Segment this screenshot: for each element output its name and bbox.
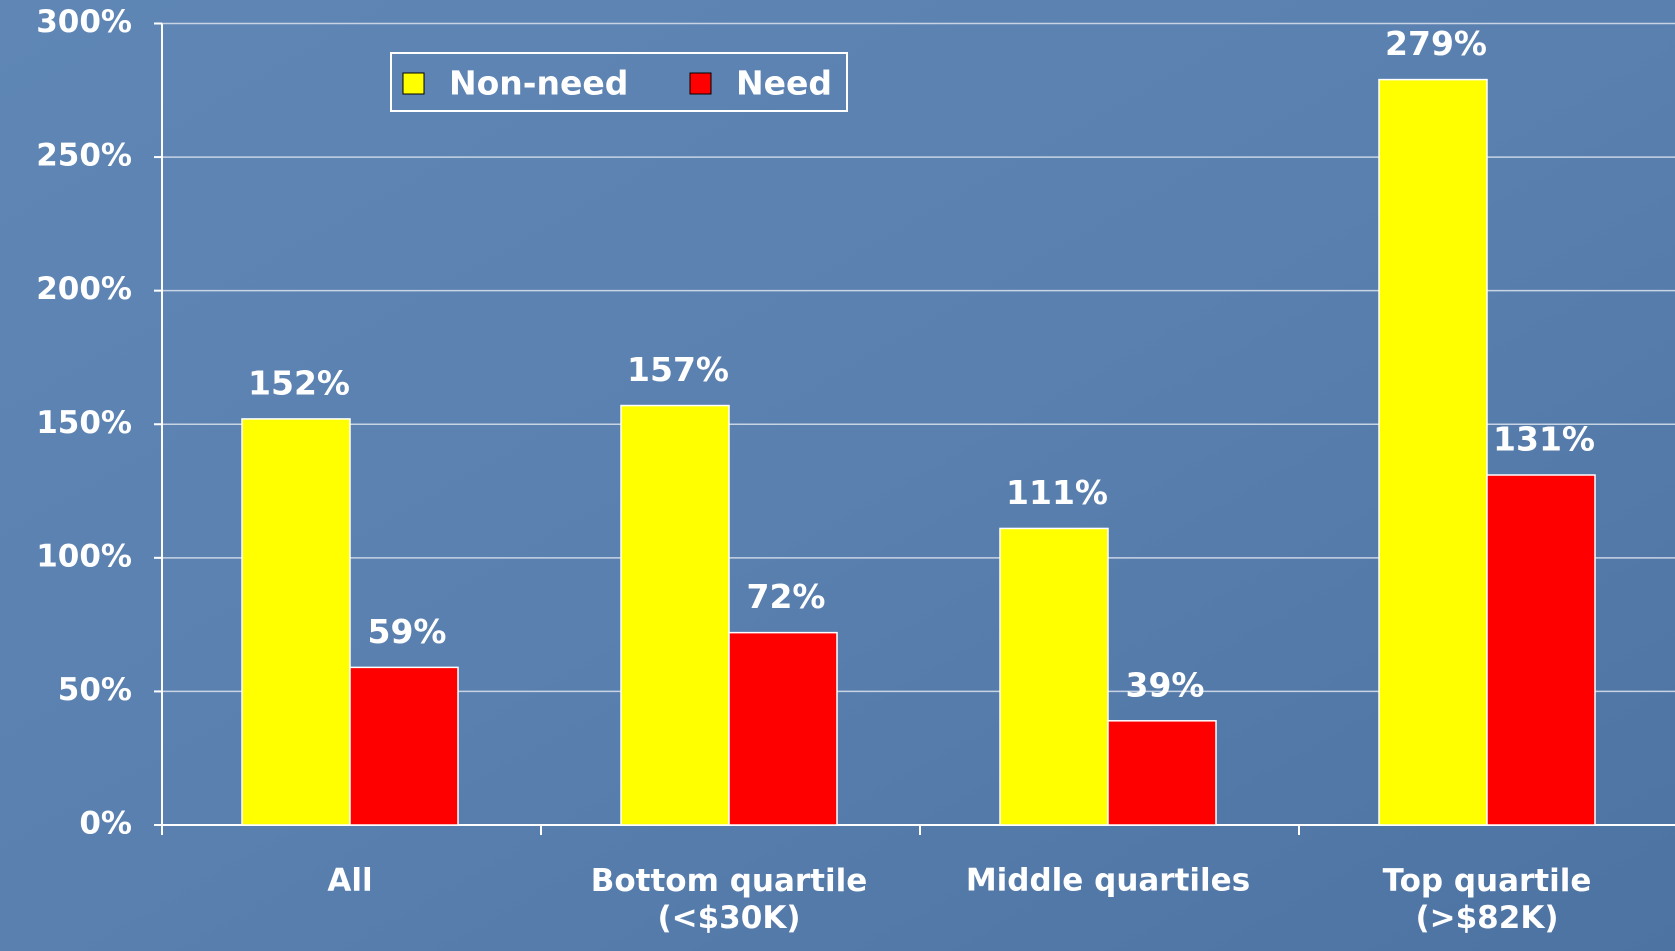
value-label: 157% [627, 350, 729, 389]
bar [999, 527, 1109, 826]
bar [241, 418, 351, 826]
y-tick-label: 50% [58, 672, 132, 708]
value-label: 279% [1385, 24, 1487, 63]
value-label: 152% [248, 363, 350, 402]
x-tick-label: Top quartile (>$82K) [1383, 863, 1592, 936]
x-tick-label: Middle quartiles [966, 863, 1250, 899]
y-tick-label: 250% [36, 138, 132, 174]
bar [1107, 720, 1217, 826]
legend-box [390, 52, 848, 112]
bar [728, 631, 838, 826]
bar [349, 666, 459, 826]
legend-label: Need [736, 64, 832, 103]
y-tick-label: 200% [36, 271, 132, 307]
value-label: 59% [368, 612, 447, 651]
y-tick-label: 100% [36, 538, 132, 574]
legend-label: Non-need [449, 64, 628, 103]
value-label: 72% [747, 577, 826, 616]
x-tick-label: Bottom quartile (<$30K) [591, 863, 868, 936]
legend-swatch [689, 72, 712, 95]
bar [1378, 78, 1488, 826]
bar [1486, 474, 1596, 826]
y-tick-label: 300% [36, 4, 132, 40]
value-label: 131% [1493, 420, 1595, 459]
bar [620, 404, 730, 826]
value-label: 39% [1126, 665, 1205, 704]
value-label: 111% [1006, 473, 1108, 512]
x-tick-label: All [327, 863, 372, 899]
legend-swatch [402, 72, 425, 95]
y-tick-label: 150% [36, 405, 132, 441]
y-tick-label: 0% [79, 806, 132, 842]
